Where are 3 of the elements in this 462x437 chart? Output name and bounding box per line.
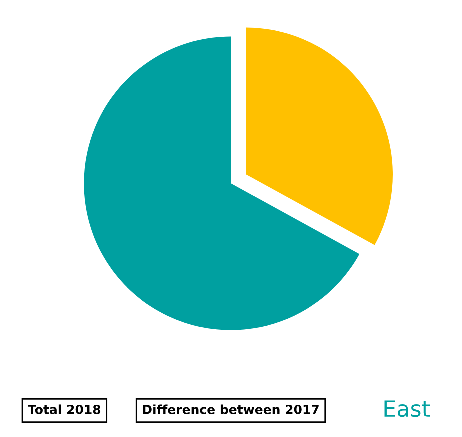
text: Total 2018 [28, 404, 101, 414]
text: Difference between 2017 [143, 404, 319, 414]
text: East [384, 400, 430, 418]
